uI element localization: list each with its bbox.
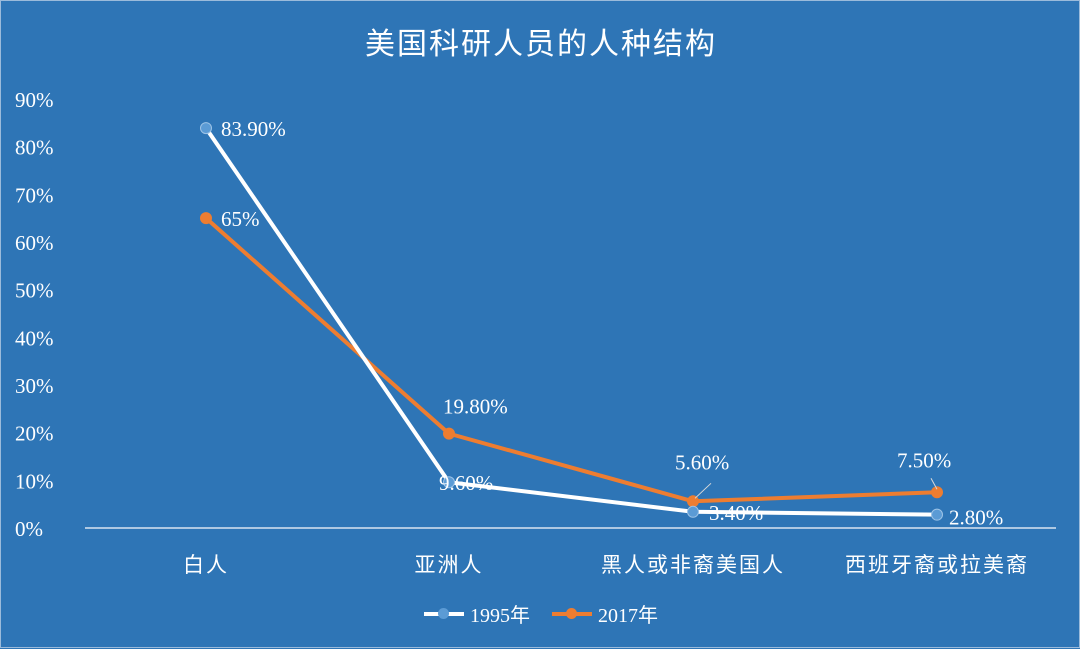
- data-label: 19.80%: [443, 395, 508, 419]
- series-layer: [200, 122, 943, 521]
- x-category-label: 黑人或非裔美国人: [601, 553, 785, 577]
- label-leader-line: [930, 478, 938, 490]
- data-label: 3.40%: [709, 501, 763, 525]
- legend-item-1995[interactable]: 1995年: [424, 599, 530, 628]
- legend-label-2017: 2017年: [598, 605, 658, 627]
- y-tick-label: 20%: [15, 422, 54, 446]
- series-point-0[interactable]: [443, 476, 455, 489]
- series-point-0[interactable]: [931, 508, 943, 521]
- data-label: 5.60%: [675, 450, 729, 474]
- legend-item-2017[interactable]: 2017年: [552, 599, 658, 628]
- x-category-label: 白人: [183, 553, 229, 577]
- series-point-1[interactable]: [443, 427, 455, 440]
- label-leader-line: [694, 482, 712, 499]
- chart-title: 美国科研人员的人种结构: [365, 27, 717, 62]
- y-tick-label: 60%: [15, 231, 54, 255]
- data-label: 2.80%: [949, 506, 1003, 530]
- y-tick-label: 70%: [15, 183, 54, 207]
- series-line-1[interactable]: [204, 216, 938, 504]
- y-tick-label: 40%: [15, 326, 54, 350]
- y-tick-label: 80%: [15, 136, 54, 160]
- x-axis: 白人 亚洲人 黑人或非裔美国人 西班牙裔或拉美裔: [183, 553, 1029, 577]
- y-tick-label: 90%: [15, 88, 54, 112]
- x-category-label: 亚洲人: [415, 553, 484, 577]
- series-line-0[interactable]: [204, 126, 938, 517]
- series-point-1[interactable]: [687, 495, 699, 508]
- y-tick-label: 0%: [15, 517, 43, 541]
- data-labels: 83.90% 9.60% 3.40% 2.80% 65% 19.80% 5.60% 7.50%: [221, 117, 1003, 530]
- legend-label-1995: 1995年: [470, 605, 530, 627]
- x-category-label: 西班牙裔或拉美裔: [845, 553, 1029, 577]
- legend-swatch-2017: [552, 607, 592, 621]
- data-label: 83.90%: [221, 117, 286, 141]
- y-tick-label: 10%: [15, 469, 54, 493]
- data-label: 7.50%: [897, 448, 951, 472]
- data-label: 9.60%: [439, 471, 493, 495]
- data-label: 65%: [221, 207, 260, 231]
- y-tick-label: 30%: [15, 374, 54, 398]
- series-point-1[interactable]: [200, 212, 212, 225]
- series-point-0[interactable]: [687, 505, 699, 518]
- legend-swatch-1995: [424, 607, 464, 621]
- series-point-1[interactable]: [931, 486, 943, 499]
- legend: 1995年 2017年: [1, 599, 1080, 628]
- series-point-0[interactable]: [200, 122, 212, 135]
- y-tick-label: 50%: [15, 279, 54, 303]
- y-axis: 0% 10% 20% 30% 40% 50% 60% 70% 80% 90%: [15, 88, 54, 541]
